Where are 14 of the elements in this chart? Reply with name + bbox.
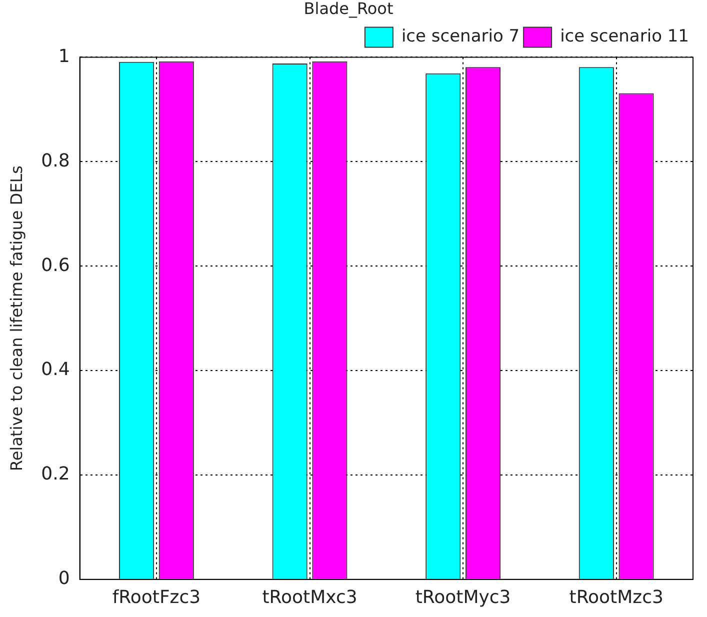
legend-label: ice scenario 7 <box>401 26 520 47</box>
legend-label: ice scenario 11 <box>560 26 689 47</box>
y-tick-label: 0.2 <box>41 464 70 485</box>
y-tick-label: 1 <box>58 46 70 67</box>
x-tick-label: tRootMxc3 <box>262 586 358 608</box>
y-axis-title: Relative to clean lifetime fatigue DELs <box>6 166 26 472</box>
x-tick-label: tRootMyc3 <box>415 586 511 608</box>
x-tick-label: fRootFzc3 <box>112 586 201 608</box>
y-tick-label: 0.8 <box>41 150 70 172</box>
y-tick-label: 0.4 <box>41 359 70 380</box>
x-tick-label: tRootMzc3 <box>569 586 664 608</box>
y-tick-label: 0 <box>58 568 70 590</box>
y-tick-label: 0.6 <box>41 254 70 276</box>
chart-title: Blade_Root <box>304 0 394 18</box>
